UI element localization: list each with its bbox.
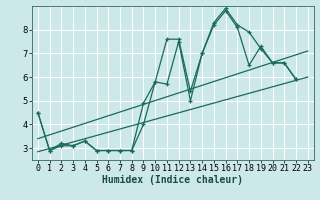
X-axis label: Humidex (Indice chaleur): Humidex (Indice chaleur) [102,175,243,185]
